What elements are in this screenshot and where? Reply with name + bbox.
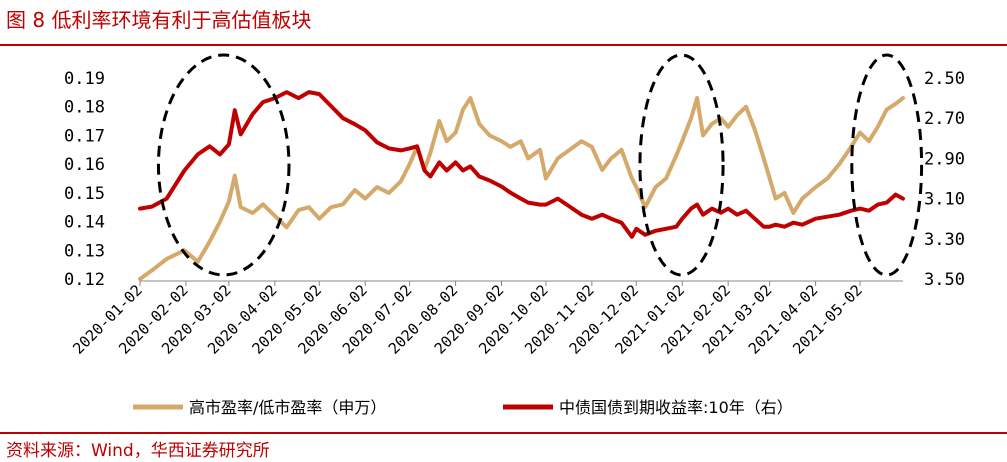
series-lines	[138, 90, 905, 281]
annotations	[156, 53, 924, 277]
left-tick-label: 0.13	[64, 241, 105, 261]
x-axis: 2020-01-022020-02-022020-03-022020-04-02…	[69, 280, 903, 358]
legend-label-1: 高市盈率/低市盈率（申万）	[189, 398, 386, 417]
left-tick-label: 0.19	[64, 69, 105, 89]
chart-legend: 高市盈率/低市盈率（申万） 中债国债到期收益率:10年（右）	[133, 398, 793, 417]
title-rule	[0, 44, 1007, 46]
right-tick-label: 3.30	[924, 230, 965, 250]
left-tick-label: 0.17	[64, 126, 105, 146]
left-tick-label: 0.16	[64, 155, 105, 175]
left-tick-label: 0.14	[64, 213, 105, 233]
highlight-ellipse-1	[156, 53, 291, 277]
legend-label-2: 中债国债到期收益率:10年（右）	[559, 398, 793, 417]
source-note: 资料来源：Wind，华西证券研究所	[6, 441, 270, 461]
highlight-ellipse-3	[850, 53, 924, 277]
right-tick-label: 3.10	[924, 190, 965, 210]
right-tick-label: 2.50	[924, 69, 965, 89]
right-tick-label: 2.90	[924, 149, 965, 169]
highlight-ellipse-2	[638, 53, 725, 277]
right-tick-label: 2.70	[924, 109, 965, 129]
series-pe-ratio-line	[138, 96, 905, 281]
right-axis-ticks: 2.50 2.70 2.90 3.10 3.30 3.50	[924, 69, 965, 290]
figure-title: 图 8 低利率环境有利于高估值板块	[6, 8, 312, 32]
left-tick-label: 0.12	[64, 270, 105, 290]
left-tick-label: 0.18	[64, 98, 105, 118]
series-bond-yield-line	[138, 90, 905, 239]
left-tick-label: 0.15	[64, 184, 105, 204]
right-tick-label: 3.50	[924, 270, 965, 290]
source-rule	[0, 432, 1007, 434]
left-axis-ticks: 0.12 0.13 0.14 0.15 0.16 0.17 0.18 0.19	[64, 69, 105, 290]
